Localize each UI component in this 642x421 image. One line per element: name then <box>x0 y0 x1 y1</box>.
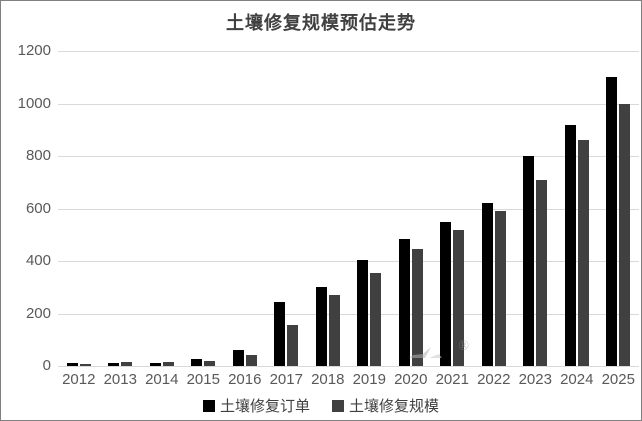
legend-item: 土壤修复订单 <box>202 395 310 416</box>
bar-土壤修复规模 <box>162 362 174 366</box>
chart-title: 土壤修复规模预估走势 <box>226 13 416 33</box>
bar-土壤修复订单 <box>232 350 244 366</box>
bar-group <box>141 51 183 366</box>
y-axis-tick-label: 1000 <box>17 94 51 112</box>
x-axis-tick-label: 2016 <box>228 371 262 388</box>
y-axis-tick-label: 0 <box>42 357 51 374</box>
y-axis-tick-label: 200 <box>25 304 51 322</box>
bar-group <box>307 51 349 366</box>
bar-土壤修复规模 <box>121 362 133 366</box>
bar-土壤修复订单 <box>398 238 410 366</box>
x-axis-tick-label: 2013 <box>103 371 137 388</box>
bar-土壤修复订单 <box>66 363 78 366</box>
y-axis-tick-label: 400 <box>25 252 51 269</box>
plot-area <box>58 51 640 367</box>
x-axis-tick-label: 2023 <box>518 371 552 388</box>
bar-group <box>432 51 474 366</box>
gridline <box>58 261 639 262</box>
bar-土壤修复规模 <box>204 361 216 366</box>
x-axis-tick-label: 2012 <box>62 371 96 388</box>
bar-group <box>473 51 515 366</box>
bar-土壤修复规模 <box>536 179 548 366</box>
bar-土壤修复规模 <box>453 229 465 366</box>
bar-土壤修复订单 <box>315 287 327 366</box>
gridline <box>58 208 639 210</box>
bar-土壤修复规模 <box>328 295 340 366</box>
bar-土壤修复规模 <box>411 249 423 366</box>
legend: 土壤修复订单 土壤修复规模 <box>1 395 641 416</box>
x-axis-tick-label: 2021 <box>435 371 469 388</box>
bar-土壤修复订单 <box>523 156 535 366</box>
x-axis-tick-label: 2017 <box>269 371 303 388</box>
x-axis-tick-label: 2019 <box>352 371 386 388</box>
gridline <box>58 313 639 315</box>
legend-swatch-icon <box>332 399 344 412</box>
x-axis-tick-label: 2014 <box>145 371 179 388</box>
bar-group <box>224 51 266 366</box>
x-axis-tick-label: 2022 <box>477 371 511 388</box>
legend-swatch-icon <box>202 399 215 412</box>
x-axis-tick-label: 2024 <box>560 371 594 388</box>
y-axis-tick-label: 1200 <box>17 42 51 59</box>
y-axis-tick-label: 600 <box>25 199 51 217</box>
bar-group <box>183 51 225 366</box>
legend-label: 土壤修复订单 <box>219 398 310 415</box>
gridline <box>58 156 639 157</box>
y-axis-tick-label: 800 <box>25 147 51 164</box>
x-axis-tick-label: 2018 <box>311 371 345 388</box>
bar-group <box>100 51 142 366</box>
gridline <box>58 51 639 52</box>
bar-group <box>349 51 391 366</box>
legend-label: 土壤修复规模 <box>349 398 440 415</box>
bar-土壤修复规模 <box>79 363 91 366</box>
bar-土壤修复规模 <box>619 103 631 366</box>
bar-土壤修复订单 <box>274 301 286 366</box>
bar-土壤修复规模 <box>245 354 257 366</box>
bar-土壤修复规模 <box>577 140 589 366</box>
bar-group <box>390 51 432 366</box>
bar-group <box>58 51 100 366</box>
x-axis-tick-label: 2020 <box>394 371 428 388</box>
bar-土壤修复规模 <box>370 272 382 366</box>
x-axis-tick-label: 2025 <box>601 371 635 388</box>
bar-土壤修复订单 <box>606 77 618 366</box>
bar-土壤修复订单 <box>481 203 493 366</box>
bar-group <box>556 51 598 366</box>
bar-土壤修复规模 <box>494 211 506 366</box>
bar-group <box>266 51 308 366</box>
x-axis-tick-label: 2015 <box>186 371 220 388</box>
legend-item: 土壤修复规模 <box>332 395 439 416</box>
bar-group <box>598 51 640 366</box>
bar-土壤修复订单 <box>357 259 369 366</box>
bar-group <box>515 51 557 366</box>
gridline <box>58 366 639 367</box>
bar-土壤修复规模 <box>287 325 299 366</box>
bar-土壤修复订单 <box>440 221 452 366</box>
bar-土壤修复订单 <box>108 362 120 366</box>
bar-土壤修复订单 <box>191 359 203 366</box>
bar-土壤修复订单 <box>149 363 161 366</box>
gridline <box>58 103 639 105</box>
bar-土壤修复订单 <box>564 124 576 366</box>
